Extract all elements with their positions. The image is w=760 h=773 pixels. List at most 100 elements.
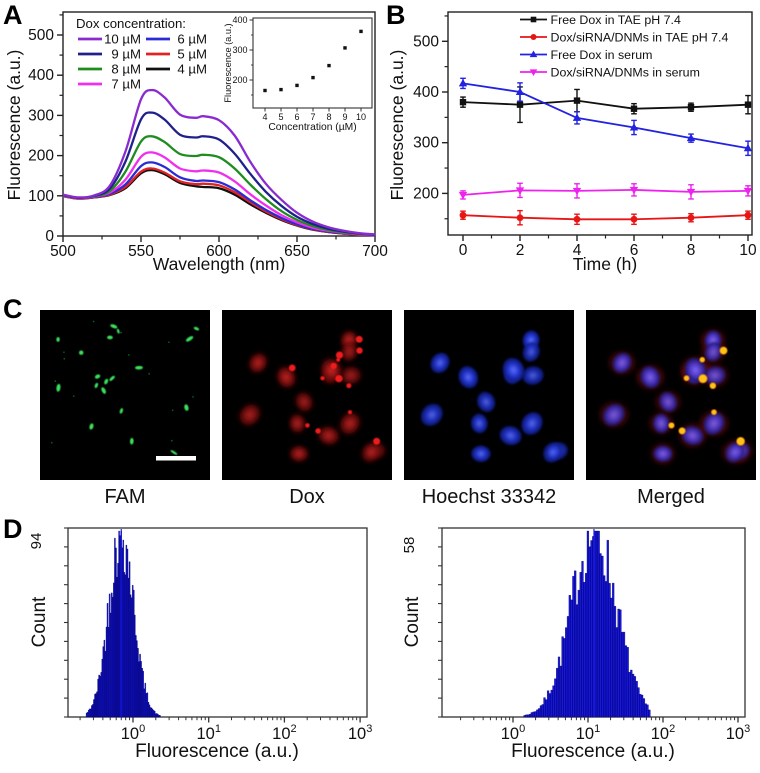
hoechst-nucleus xyxy=(471,445,491,463)
hoechst-nucleus xyxy=(476,391,496,413)
svg-text:100: 100 xyxy=(501,723,525,743)
fam-speck xyxy=(89,423,94,430)
merged-nucleus xyxy=(652,413,670,434)
panel-d-right-chart: 100 101 102 103 xyxy=(438,527,750,743)
svg-text:8: 8 xyxy=(687,242,696,259)
merged-nucleus xyxy=(703,412,725,435)
inset-point xyxy=(279,87,283,92)
micro-image-hoechst xyxy=(404,310,574,480)
panel-b-letter: B xyxy=(386,0,406,30)
fam-speck xyxy=(104,378,109,385)
micro-label-fam: FAM xyxy=(104,486,146,508)
hist-peak-spike xyxy=(593,529,595,717)
svg-text:300: 300 xyxy=(28,107,54,124)
fam-speck xyxy=(193,326,200,331)
dox-dot xyxy=(336,357,341,362)
panel-b-axes: 0 2 4 6 8 10 200 300 400 500 xyxy=(413,11,757,259)
inset-point xyxy=(311,75,315,80)
hoechst-nucleus xyxy=(458,366,479,389)
svg-text:103: 103 xyxy=(726,723,750,743)
panel-d-left-ylabel: Count xyxy=(29,596,50,648)
svg-text:700: 700 xyxy=(362,243,388,260)
panel-b-xlabel: Time (h) xyxy=(572,254,638,274)
svg-text:0: 0 xyxy=(459,242,468,259)
svg-text:5 µM: 5 µM xyxy=(177,47,207,62)
panel-d-left-ymax: 94 xyxy=(27,532,45,550)
merged-nucleus xyxy=(602,403,625,427)
curve-8 µM xyxy=(62,135,376,236)
panel-d-right-ylabel: Count xyxy=(402,596,423,648)
panel-a-ylabel: Fluorescence (a.u.) xyxy=(3,49,24,201)
dox-cell xyxy=(361,442,381,463)
dox-cell xyxy=(276,366,297,389)
fam-speck xyxy=(184,404,189,411)
inset-point xyxy=(263,88,267,93)
merged-dot xyxy=(719,346,728,355)
dox-dot xyxy=(373,437,381,445)
inset-point xyxy=(295,83,299,88)
dox-cell xyxy=(248,352,268,374)
panel-d-right-xlabel: Fluorescence (a.u.) xyxy=(511,741,675,762)
svg-text:300: 300 xyxy=(413,135,439,152)
merged-nucleus xyxy=(653,445,673,463)
svg-text:300: 300 xyxy=(232,45,247,55)
hist-bars xyxy=(85,529,161,718)
svg-text:500: 500 xyxy=(28,27,54,44)
svg-text:400: 400 xyxy=(413,84,439,101)
svg-text:10: 10 xyxy=(739,242,757,259)
svg-text:Free Dox in serum: Free Dox in serum xyxy=(551,48,653,62)
fam-speck xyxy=(101,387,106,394)
inset-point xyxy=(359,29,363,34)
svg-text:650: 650 xyxy=(284,243,310,260)
curve-10 µM xyxy=(62,88,376,236)
panel-a-axes: 500 550 600 650 700 0 100 200 300 400 500 xyxy=(28,11,388,260)
panel-d-right-ymax: 58 xyxy=(400,536,418,554)
micro-label-merged: Merged xyxy=(637,486,705,508)
series-triangle-down xyxy=(458,182,753,200)
svg-text:200: 200 xyxy=(232,75,247,85)
hoechst-nucleus xyxy=(430,352,450,374)
curve-9 µM xyxy=(62,111,376,236)
micro-label-hoechst: Hoechst 33342 xyxy=(421,486,557,508)
micro-image-fam xyxy=(40,310,210,480)
svg-text:103: 103 xyxy=(348,723,372,743)
merged-nucleus xyxy=(640,366,661,389)
curve-7 µM xyxy=(62,151,376,237)
svg-text:4: 4 xyxy=(573,242,582,259)
svg-text:500: 500 xyxy=(413,33,439,50)
svg-text:4 µM: 4 µM xyxy=(177,62,207,77)
hoechst-nucleus xyxy=(521,412,543,435)
dox-cell xyxy=(339,366,362,385)
dox-cell xyxy=(339,412,361,435)
panel-b-legend: Free Dox in TAE pH 7.4 Dox/siRNA/DNMs in … xyxy=(520,13,728,80)
merged-nucleus xyxy=(703,366,726,385)
hist-peak-spike xyxy=(120,529,122,717)
svg-text:102: 102 xyxy=(651,723,675,743)
svg-text:101: 101 xyxy=(576,723,600,743)
panel-d-left-xlabel: Fluorescence (a.u.) xyxy=(135,741,299,762)
svg-text:200: 200 xyxy=(413,185,439,202)
panel-a-legend: Dox concentration:10 µM9 µM8 µM7 µM 6 µM5… xyxy=(76,16,207,92)
hoechst-nucleus xyxy=(502,357,525,382)
fam-speck xyxy=(170,450,178,455)
svg-text:4: 4 xyxy=(262,112,267,122)
svg-text:200: 200 xyxy=(28,148,54,165)
hoechst-nucleus xyxy=(420,403,443,427)
merged-dot xyxy=(698,374,708,384)
svg-text:8: 8 xyxy=(326,112,331,122)
dox-dot xyxy=(330,362,337,370)
fam-speck xyxy=(94,374,101,379)
panel-b-chart: 0 2 4 6 8 10 200 300 400 500 Free Dox in TAE pH 7.… xyxy=(413,11,757,259)
merged-dot xyxy=(736,436,745,446)
svg-text:100: 100 xyxy=(28,188,54,205)
fam-speck xyxy=(129,437,134,445)
legend-title: Dox concentration: xyxy=(76,16,186,31)
dox-dot xyxy=(335,374,343,383)
micro-image-dox xyxy=(222,310,392,480)
svg-text:Dox/siRNA/DNMs in serum: Dox/siRNA/DNMs in serum xyxy=(551,66,700,80)
micro-image-merged xyxy=(586,310,756,480)
svg-text:0: 0 xyxy=(45,228,54,245)
merged-nucleus xyxy=(612,352,632,374)
svg-text:7 µM: 7 µM xyxy=(111,77,141,92)
